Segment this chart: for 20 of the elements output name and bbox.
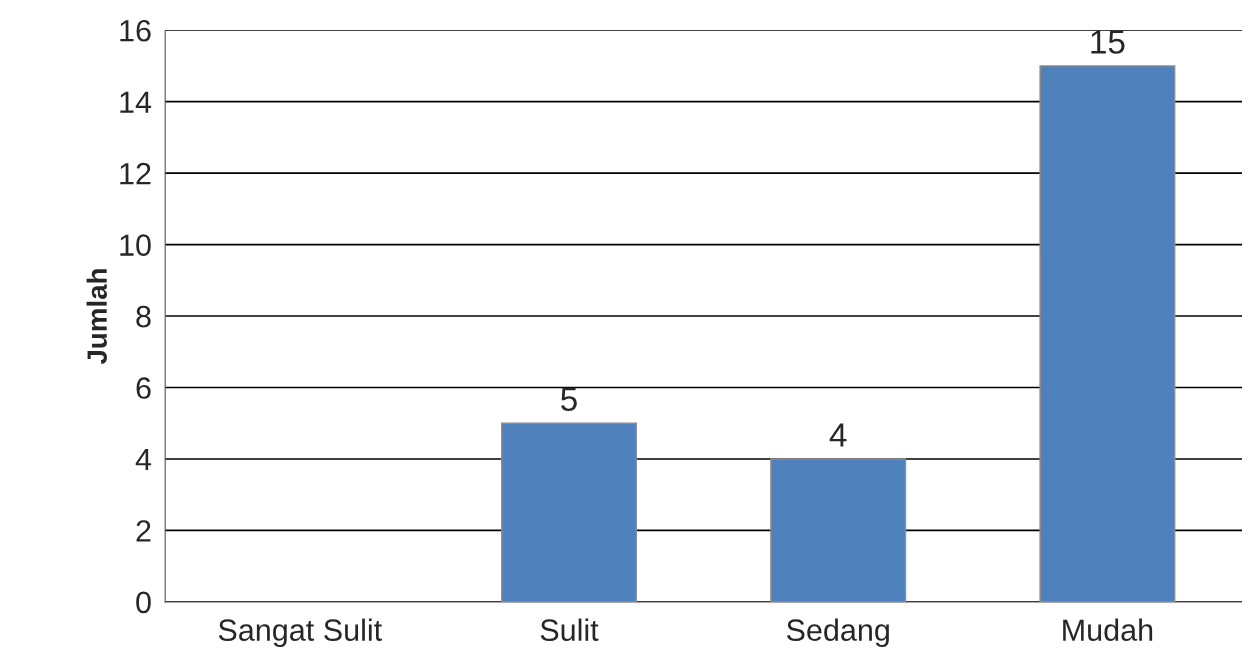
- y-tick-label: 16: [120, 19, 151, 42]
- bar: [770, 458, 907, 602]
- y-axis-title: Jumlah: [86, 269, 107, 365]
- y-tick-label: 2: [136, 520, 151, 542]
- y-tick-label: 0: [136, 591, 151, 614]
- y-tick-label: 12: [120, 162, 151, 185]
- x-tick-label: Sulit: [540, 618, 599, 641]
- data-label: 15: [1091, 30, 1125, 54]
- data-label: 5: [561, 387, 577, 412]
- x-tick-label: Sedang: [786, 618, 889, 648]
- y-tick-label: 10: [120, 234, 151, 256]
- x-tick-label: Mudah: [1063, 618, 1153, 641]
- y-tick-label: 4: [135, 449, 152, 471]
- y-tick-label: 14: [120, 91, 152, 113]
- y-tick-label: 8: [136, 305, 151, 328]
- x-tick-label: Sangat Sulit: [218, 618, 382, 648]
- bar: [500, 422, 637, 602]
- bar: [1039, 65, 1176, 602]
- y-tick-label: 6: [136, 377, 151, 399]
- data-label: 4: [829, 423, 847, 447]
